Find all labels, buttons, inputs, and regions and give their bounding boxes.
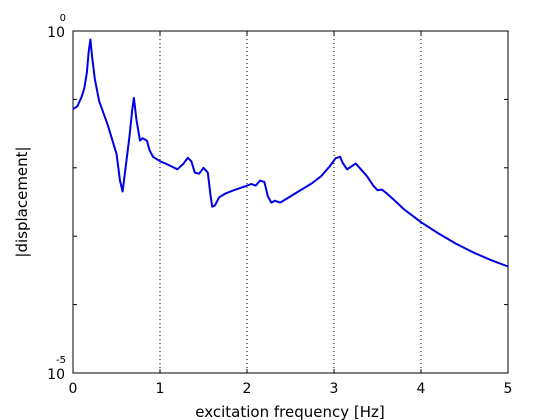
y-tick-label: 10 xyxy=(47,25,65,41)
y-axis-label: |displacement| xyxy=(13,146,31,257)
y-tick-label: 10 xyxy=(47,367,65,383)
series-line xyxy=(72,38,509,268)
x-tick-label: 4 xyxy=(417,381,426,397)
grid-lines xyxy=(159,31,422,373)
x-axis-label: excitation frequency [Hz] xyxy=(195,403,384,420)
series-layer xyxy=(72,38,509,268)
plot-area xyxy=(72,30,509,374)
x-tick-labels: 0 1 2 3 4 5 xyxy=(69,381,513,397)
y-tick-exponent: 0 xyxy=(60,13,66,24)
x-tick-label: 1 xyxy=(156,381,165,397)
axis-ticks xyxy=(72,30,509,374)
x-tick-label: 3 xyxy=(330,381,339,397)
x-tick-label: 5 xyxy=(504,381,513,397)
y-tick-exponent: -5 xyxy=(56,355,66,366)
x-tick-label: 2 xyxy=(243,381,252,397)
x-tick-label: 0 xyxy=(69,381,78,397)
